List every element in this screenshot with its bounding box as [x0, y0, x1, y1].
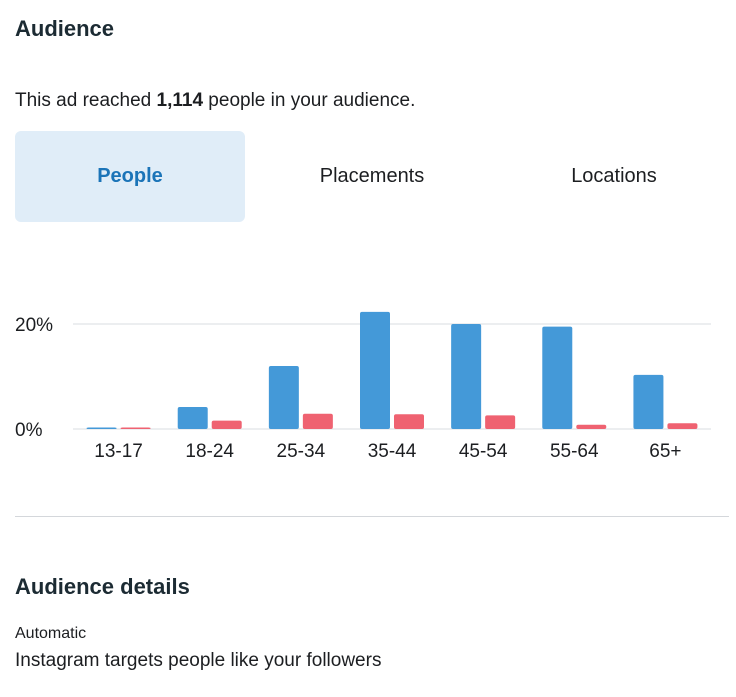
x-tick-label-65+: 65+	[649, 441, 681, 462]
x-tick-label-25-34: 25-34	[277, 441, 326, 462]
bar-35-44-a[interactable]	[360, 311, 390, 429]
bar-25-34-b[interactable]	[302, 413, 333, 429]
bar-13-17-b[interactable]	[120, 427, 151, 430]
x-tick-label-55-64: 55-64	[550, 441, 599, 462]
bar-25-34-a[interactable]	[268, 366, 299, 429]
tab-locations[interactable]: Locations	[571, 165, 657, 187]
x-tick-label-35-44: 35-44	[368, 441, 417, 462]
reach-prefix: This ad reached	[15, 90, 157, 111]
y-tick-label: 20%	[15, 315, 53, 336]
audience-details-title: Audience details	[15, 574, 190, 599]
x-tick-label-18-24: 18-24	[185, 441, 234, 462]
bar-18-24-b[interactable]	[211, 420, 242, 429]
tab-people[interactable]: People	[15, 131, 245, 222]
audience-details-subtitle: Automatic	[15, 625, 87, 642]
reach-summary: This ad reached 1,114 people in your aud…	[15, 90, 415, 112]
bar-45-54-b[interactable]	[485, 415, 516, 429]
age-distribution-chart: 0% 20% 13-17 18-24 25-34 35-44 45-54 55-64 65+	[0, 290, 736, 480]
chart-svg: 0% 20% 13-17 18-24 25-34 35-44 45-54 55-64 65+	[15, 311, 711, 462]
x-tick-label-13-17: 13-17	[94, 441, 143, 462]
x-tick-label-45-54: 45-54	[459, 441, 508, 462]
bar-55-64-b[interactable]	[576, 424, 607, 429]
reach-suffix: people in your audience.	[203, 90, 416, 111]
audience-title: Audience	[15, 16, 115, 41]
bar-65+-b[interactable]	[667, 423, 698, 429]
bar-45-54-a[interactable]	[451, 324, 482, 429]
y-tick-label: 0%	[15, 420, 43, 441]
audience-details-description: Instagram targets people like your follo…	[15, 650, 382, 671]
reach-count: 1,114	[156, 90, 204, 111]
bar-35-44-b[interactable]	[394, 414, 424, 429]
bar-18-24-a[interactable]	[177, 406, 208, 429]
audience-tabs: People Placements Locations	[15, 131, 715, 222]
bar-55-64-a[interactable]	[542, 326, 573, 429]
section-divider	[15, 516, 729, 517]
tab-placements[interactable]: Placements	[319, 165, 425, 187]
bar-65+-a[interactable]	[633, 374, 664, 429]
bar-13-17-a[interactable]	[86, 427, 117, 430]
